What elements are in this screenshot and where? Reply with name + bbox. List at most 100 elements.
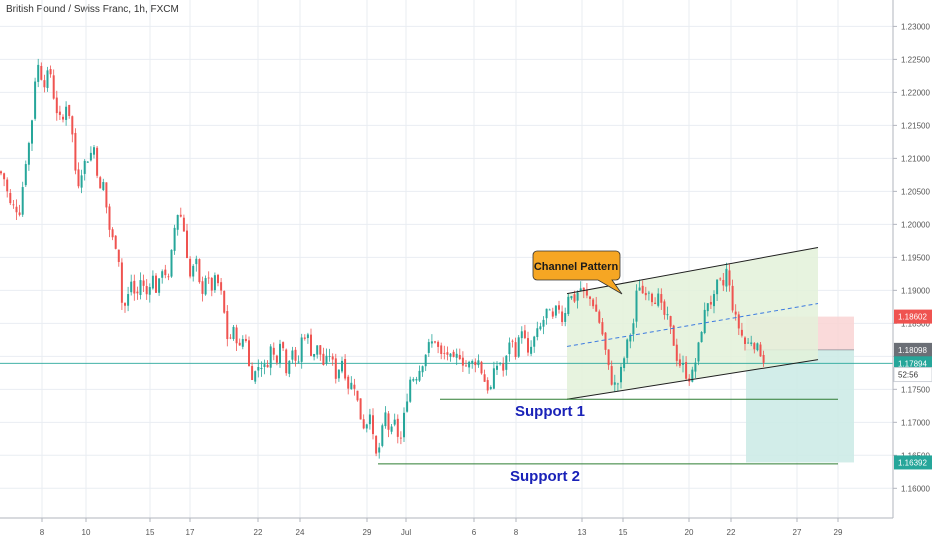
candle-body (83, 160, 86, 174)
candle-body (223, 290, 226, 313)
candle-body (192, 265, 195, 277)
y-tick-label: 1.20000 (901, 220, 930, 229)
candle-body (663, 301, 666, 315)
candle-body (241, 339, 244, 347)
candle-body (170, 249, 173, 277)
candle-body (691, 369, 694, 382)
y-tick-label: 1.21500 (901, 121, 930, 130)
candle-body (341, 360, 343, 372)
candle-body (6, 179, 9, 192)
candle-body (610, 366, 613, 385)
candle-body (502, 363, 505, 371)
candle-body (99, 177, 102, 189)
candle-body (43, 80, 46, 88)
support-label: Support 1 (515, 403, 585, 420)
candle-body (598, 311, 601, 323)
candle-body (505, 355, 508, 370)
candle-body (620, 366, 622, 383)
candle-body (716, 279, 719, 295)
candle-body (520, 331, 523, 339)
candle-body (266, 364, 269, 368)
y-tick-label: 1.22500 (901, 55, 930, 64)
candle-body (449, 353, 452, 357)
candle-body (523, 330, 526, 339)
candle-body (120, 262, 123, 303)
candle-body (40, 65, 43, 80)
candle-body (759, 344, 762, 357)
candle-body (201, 281, 204, 294)
candle-body (207, 277, 210, 279)
candle-body (359, 398, 362, 420)
price-label: 1.17894 (898, 359, 927, 368)
candle-body (489, 387, 492, 389)
y-tick-label: 1.22000 (901, 88, 930, 97)
candle-body (220, 282, 223, 291)
candle-body (657, 293, 660, 306)
candle-body (644, 292, 647, 296)
candle-body (647, 292, 650, 294)
price-label: 52:56 (898, 371, 919, 380)
candle-body (412, 379, 415, 381)
x-tick-label: 22 (254, 528, 263, 537)
x-tick-label: 6 (472, 528, 477, 537)
candle-body (257, 367, 260, 371)
candle-body (632, 323, 635, 335)
candle-body (9, 192, 12, 204)
candle-body (477, 360, 480, 366)
candle-body (362, 419, 365, 429)
candle-body (356, 390, 359, 401)
candle-body (474, 361, 477, 366)
candle-body (263, 364, 266, 367)
candle-body (533, 336, 536, 347)
x-tick-label: 24 (296, 528, 305, 537)
candle-body (753, 343, 756, 350)
candle-body (554, 305, 557, 316)
candle-body (700, 331, 703, 343)
candle-body (58, 111, 61, 115)
candle-body (390, 426, 393, 432)
candle-body (381, 425, 384, 446)
candle-body (161, 271, 164, 278)
x-tick-label: 15 (619, 528, 628, 537)
candle-body (275, 355, 278, 363)
candle-body (430, 341, 433, 344)
candle-body (80, 175, 83, 188)
candle-body (443, 352, 446, 354)
candle-body (703, 309, 706, 334)
candle-body (251, 366, 254, 381)
candle-body (65, 106, 68, 120)
candle-body (142, 280, 145, 286)
candle-body (347, 376, 350, 389)
candle-body (244, 338, 247, 341)
candle-body (179, 214, 182, 217)
candle-body (567, 296, 570, 315)
candle-body (93, 147, 95, 155)
candle-body (52, 75, 55, 99)
candle-body (585, 290, 588, 296)
x-tick-label: 10 (82, 528, 91, 537)
candle-body (375, 435, 378, 454)
candle-body (74, 132, 77, 171)
candle-body (124, 303, 126, 306)
candle-body (424, 354, 427, 367)
candle-body (77, 169, 80, 187)
candle-body (660, 294, 663, 303)
y-tick-label: 1.18500 (901, 319, 930, 328)
candle-body (762, 354, 765, 363)
candle-body (709, 301, 712, 305)
candle-body (272, 347, 275, 355)
candle-body (158, 278, 161, 293)
candle-body (734, 311, 737, 315)
candle-body (0, 171, 2, 174)
channel-fill (567, 247, 818, 400)
candle-body (530, 346, 533, 354)
candle-body (365, 424, 368, 429)
candle-body (300, 337, 303, 362)
candle-body (151, 275, 154, 289)
candle-body (545, 308, 548, 319)
candle-body (629, 335, 632, 342)
candle-body (486, 380, 489, 391)
x-tick-label: Jul (401, 528, 411, 537)
